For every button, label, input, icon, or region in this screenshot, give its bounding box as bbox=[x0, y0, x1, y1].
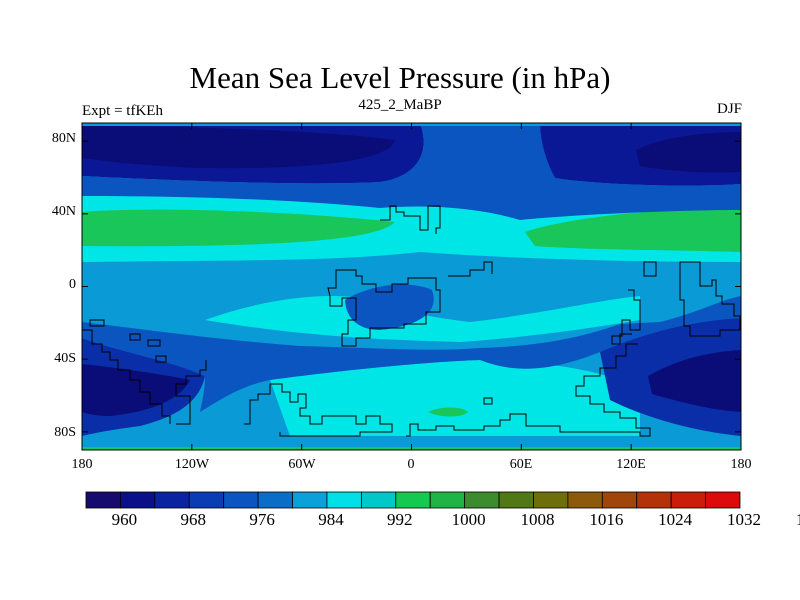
colorbar-swatch bbox=[636, 491, 672, 509]
coast-arabia bbox=[448, 261, 493, 277]
lon-tick-label: 0 bbox=[407, 457, 415, 472]
coast-south-america-tip bbox=[82, 329, 171, 424]
field-low-960-south-east bbox=[648, 350, 741, 412]
colorbar bbox=[85, 491, 741, 509]
colorbar-label: 968 bbox=[180, 510, 207, 529]
colorbar-swatch bbox=[360, 491, 397, 509]
field-band-1000-tropics bbox=[205, 296, 640, 342]
coast-antarctica bbox=[175, 360, 207, 425]
colorbar-swatch bbox=[120, 491, 156, 509]
lat-tick-label: 80N bbox=[51, 131, 76, 146]
coastlines bbox=[82, 205, 741, 437]
colorbar-label: 1008 bbox=[520, 510, 555, 529]
chart-title: Mean Sea Level Pressure (in hPa) bbox=[189, 60, 611, 95]
field-band-984-north bbox=[82, 123, 741, 220]
coast-island-5 bbox=[483, 397, 493, 405]
colorbar-label: 992 bbox=[387, 510, 413, 529]
lon-tick-label: 60W bbox=[288, 457, 316, 472]
field-low-960-south-west bbox=[82, 364, 190, 416]
coast-island-1 bbox=[89, 319, 105, 327]
colorbar-swatch bbox=[533, 491, 569, 509]
coast-antarctic-shelf bbox=[244, 383, 393, 437]
coast-antarctic-east bbox=[406, 343, 651, 437]
colorbar-swatch bbox=[567, 491, 603, 509]
colorbar-swatch bbox=[395, 491, 431, 509]
coast-australia bbox=[679, 261, 741, 337]
field-low-960-north-east bbox=[636, 132, 741, 173]
colorbar-swatch bbox=[223, 491, 259, 509]
pressure-field bbox=[82, 123, 741, 450]
lat-tick-label: 40S bbox=[54, 351, 76, 366]
lon-tick-label: 120E bbox=[616, 457, 646, 472]
lat-tick-label: 80S bbox=[54, 425, 76, 440]
colorbar-swatch bbox=[326, 491, 362, 509]
lat-tick-label: 40N bbox=[51, 204, 76, 219]
colorbar-swatch bbox=[154, 491, 190, 509]
field-band-1000-south bbox=[270, 360, 640, 436]
colorbar-label: 984 bbox=[318, 510, 344, 529]
coast-europe bbox=[380, 205, 441, 234]
colorbar-swatch bbox=[705, 491, 741, 509]
field-low-960-north-west bbox=[82, 126, 395, 169]
colorbar-swatch bbox=[498, 491, 534, 509]
field-high-1008-north-west bbox=[82, 209, 395, 247]
coast-island-2 bbox=[129, 333, 141, 341]
field-band-984-south bbox=[82, 296, 741, 412]
run-label: 425_2_MaBP bbox=[358, 97, 442, 113]
colorbar-label: 1016 bbox=[589, 510, 624, 529]
colorbar-label: 1032 bbox=[727, 510, 761, 529]
colorbar-label: 976 bbox=[249, 510, 275, 529]
colorbar-swatch bbox=[429, 491, 466, 509]
experiment-label: Expt = tfKEh bbox=[82, 103, 163, 119]
colorbar-swatch bbox=[292, 491, 328, 509]
coast-island-4 bbox=[155, 355, 167, 363]
lon-tick-label: 120W bbox=[174, 457, 210, 472]
field-pocket-984 bbox=[345, 284, 434, 330]
colorbar-swatch bbox=[601, 491, 638, 509]
coast-asia-east bbox=[643, 261, 657, 277]
axis-ticks bbox=[81, 123, 742, 450]
coast-island-3 bbox=[147, 339, 161, 347]
colorbar-swatch bbox=[85, 491, 121, 509]
season-label: DJF bbox=[716, 101, 742, 117]
field-high-1008-north-east bbox=[525, 208, 741, 252]
lon-tick-label: 180 bbox=[71, 457, 93, 472]
colorbar-swatch bbox=[257, 491, 293, 509]
lat-tick-label: 0 bbox=[69, 277, 76, 292]
lon-tick-label: 60E bbox=[509, 457, 533, 472]
colorbar-label: 1040 bbox=[783, 510, 800, 530]
colorbar-label: 1024 bbox=[658, 510, 693, 529]
colorbar-label: 1000 bbox=[451, 510, 486, 529]
field-bottom-strip bbox=[82, 436, 741, 450]
coast-asia bbox=[611, 289, 641, 345]
colorbar-label: 960 bbox=[111, 510, 138, 529]
coast-africa bbox=[327, 269, 441, 347]
lon-tick-label: 180 bbox=[730, 457, 752, 472]
colorbar-swatch bbox=[670, 491, 706, 509]
field-high-1008-south bbox=[428, 407, 468, 417]
colorbar-swatch bbox=[464, 491, 500, 509]
colorbar-swatch bbox=[188, 491, 225, 509]
